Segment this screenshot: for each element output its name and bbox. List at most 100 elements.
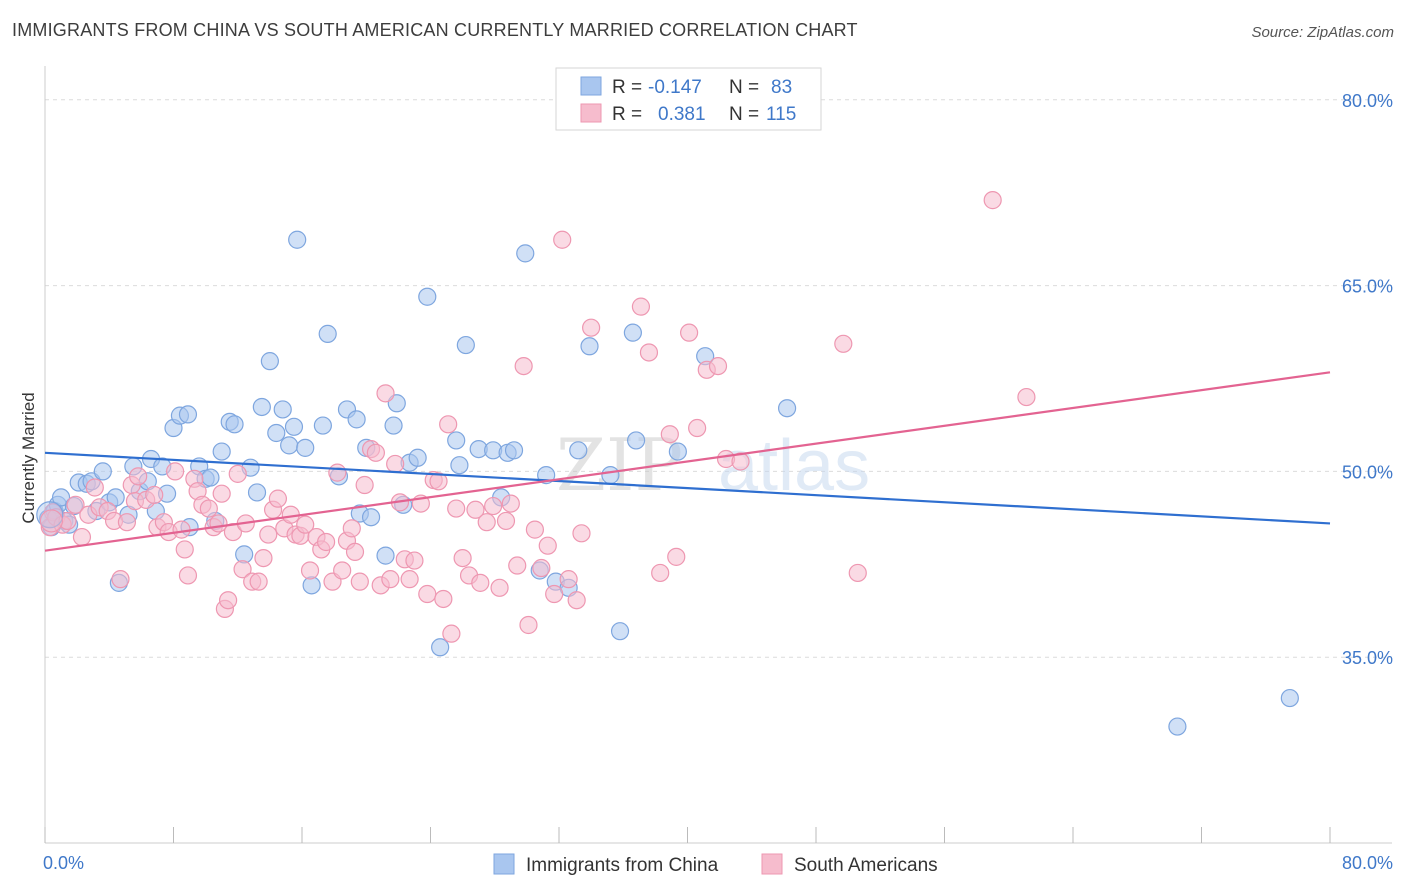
south-american-point <box>848 563 867 583</box>
chart-title: IMMIGRANTS FROM CHINA VS SOUTH AMERICAN … <box>12 20 858 40</box>
south-american-point <box>111 570 130 589</box>
china-point <box>580 337 599 356</box>
south-american-point <box>572 524 591 543</box>
china-point <box>418 287 437 306</box>
legend-label-south-americans: South Americans <box>794 855 938 876</box>
south-american-point <box>342 519 361 538</box>
stats-n-value-1: 115 <box>766 104 796 125</box>
china-point <box>267 423 286 443</box>
china-point <box>456 335 475 355</box>
south-american-point <box>296 515 315 534</box>
china-point <box>610 622 630 641</box>
south-american-point <box>731 452 750 471</box>
south-american-point <box>447 499 466 518</box>
china-point <box>313 416 332 435</box>
china-point <box>569 441 588 460</box>
south-american-point <box>983 191 1002 210</box>
china-point-cluster <box>36 501 64 529</box>
south-american-point <box>400 570 419 589</box>
south-american-point <box>631 297 651 316</box>
china-point <box>376 546 395 565</box>
stats-n-value-0: 83 <box>771 77 792 98</box>
south-american-point <box>514 356 533 376</box>
stats-r-label-0: R = <box>612 77 642 98</box>
south-american-point <box>328 463 347 482</box>
china-point <box>296 438 315 457</box>
south-american-point <box>117 513 137 532</box>
china-point <box>106 488 125 507</box>
china-point <box>1280 688 1299 708</box>
trend-lines <box>44 371 1331 552</box>
south-american-point <box>466 500 485 519</box>
china-point <box>284 417 304 436</box>
china-point <box>777 399 797 418</box>
south-american-point <box>471 573 490 592</box>
south-american-point <box>567 591 586 610</box>
y-tick-label: 50.0% <box>1342 462 1393 482</box>
china-point <box>668 442 687 461</box>
south-american-point <box>219 591 238 610</box>
china-point <box>273 400 292 419</box>
south-american-point <box>1017 387 1036 407</box>
south-american-point <box>651 563 670 583</box>
china-point <box>288 230 307 249</box>
south-american-point <box>259 525 278 544</box>
china-trend-line <box>44 451 1331 525</box>
south-american-point <box>532 558 551 578</box>
south-american-point <box>429 472 448 491</box>
south-american-point <box>254 548 273 568</box>
south-american-point <box>178 566 198 585</box>
china-point <box>408 448 427 467</box>
china-point <box>626 431 646 450</box>
x-tick-label-max: 80.0% <box>1342 853 1393 873</box>
south-american-point <box>145 485 164 505</box>
china-point <box>431 638 450 657</box>
south-american-point <box>660 425 679 444</box>
china-point <box>361 508 381 527</box>
south-american-trend-line <box>44 371 1331 552</box>
south-american-point <box>680 323 699 342</box>
china-point <box>1168 717 1187 736</box>
south-american-point <box>525 520 545 539</box>
south-american-point <box>355 475 374 495</box>
legend-swatch-china <box>493 853 515 875</box>
south-american-point <box>418 584 437 604</box>
south-american-point <box>345 542 365 562</box>
south-american-point <box>268 489 288 508</box>
south-american-point <box>405 551 424 570</box>
south-american-point <box>350 572 369 591</box>
south-american-point <box>199 499 218 518</box>
south-american-point <box>233 560 252 579</box>
south-american-point <box>376 384 395 403</box>
south-american-point <box>559 570 578 589</box>
south-american-point <box>453 548 472 568</box>
china-point <box>447 431 466 450</box>
tick-labels: 35.0% 50.0% 65.0% 80.0% 0.0% 80.0% <box>43 91 1393 873</box>
china-point <box>347 410 366 429</box>
china-point <box>201 468 220 487</box>
south-american-point <box>249 572 268 591</box>
south-american-point <box>484 496 503 516</box>
south-american-point <box>129 467 148 486</box>
china-point <box>225 415 244 434</box>
legend-swatch-south-americans <box>761 853 783 875</box>
south-american-point <box>501 494 520 513</box>
x-tick-label-min: 0.0% <box>43 853 84 873</box>
stats-n-label-1: N = <box>729 104 759 125</box>
y-tick-label: 65.0% <box>1342 277 1393 297</box>
y-axis-label: Currently Married <box>19 392 38 523</box>
south-american-point <box>175 540 194 559</box>
south-american-point <box>834 334 853 353</box>
south-american-point <box>381 570 400 589</box>
south-american-point <box>667 547 686 566</box>
china-point <box>318 324 337 343</box>
south-american-point <box>538 536 557 555</box>
south-american-point <box>300 561 320 580</box>
stats-r-value-0: -0.147 <box>648 77 702 98</box>
china-point <box>516 244 535 263</box>
china-point <box>623 323 642 342</box>
south-american-point <box>316 532 336 552</box>
south-american-point <box>172 520 191 539</box>
grid-lines <box>45 99 1392 658</box>
